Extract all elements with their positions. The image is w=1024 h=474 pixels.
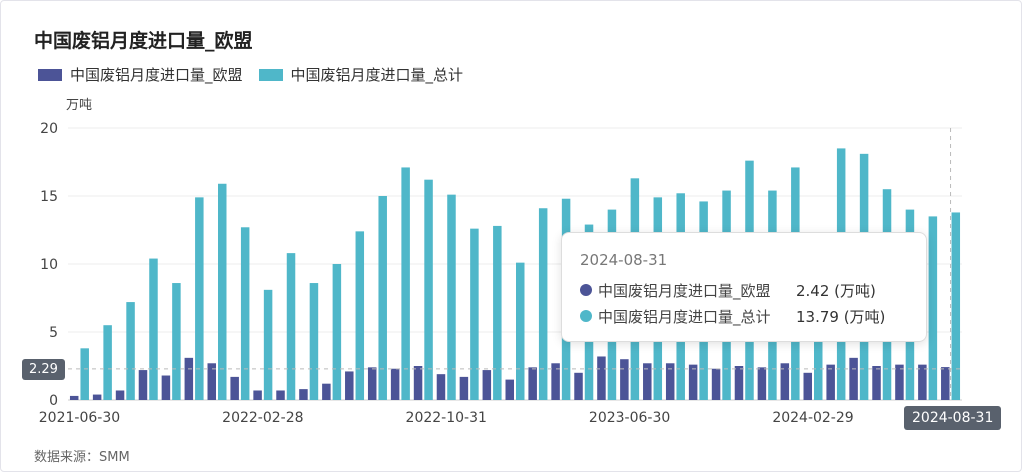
bar-total	[928, 216, 938, 400]
bar-eu	[597, 356, 606, 400]
bar-eu	[643, 363, 652, 400]
bar-total	[951, 212, 961, 400]
y-tick-label: 0	[49, 393, 58, 409]
bar-eu	[941, 367, 950, 400]
tooltip-dot-eu	[580, 284, 592, 296]
legend-label-total: 中国废铝月度进口量_总计	[290, 66, 464, 84]
tooltip-row-total: 中国废铝月度进口量_总计 13.79 (万吨)	[580, 303, 908, 329]
bar-total	[218, 183, 227, 400]
bar-eu	[322, 383, 331, 400]
bar-eu	[299, 389, 308, 400]
x-tick-label: 2024-02-29	[772, 410, 853, 426]
bar-eu	[345, 371, 354, 400]
x-tick-label: 2023-06-30	[589, 410, 670, 426]
tooltip-dot-total	[580, 310, 592, 322]
legend-swatch-eu	[38, 68, 62, 81]
bar-total	[172, 283, 181, 400]
tooltip-name-total: 中国废铝月度进口量_总计	[598, 307, 771, 326]
bar-eu	[413, 366, 423, 400]
bar-eu	[184, 357, 194, 400]
bar-total	[470, 228, 479, 400]
y-tick-label: 10	[40, 257, 58, 273]
bar-eu	[711, 368, 721, 400]
bar-eu	[367, 367, 377, 400]
bar-eu	[826, 364, 835, 400]
x-tick-label: 2022-02-28	[222, 410, 303, 426]
tooltip-value-eu: 2.42 (万吨)	[796, 281, 876, 300]
x-tick-label: 2022-10-31	[406, 410, 487, 426]
legend-item-total[interactable]: 中国废铝月度进口量_总计	[258, 64, 464, 85]
legend: 中国废铝月度进口量_欧盟 中国废铝月度进口量_总计	[38, 64, 463, 85]
x-tick-label: 2021-06-30	[39, 410, 120, 426]
bar-total	[424, 179, 433, 400]
bar-eu	[688, 364, 698, 400]
bar-total	[401, 167, 410, 400]
bar-total	[355, 231, 365, 400]
tooltip-date: 2024-08-31	[580, 251, 668, 269]
bar-total	[538, 208, 548, 400]
y-tick-label: 20	[40, 121, 58, 137]
crosshair-y-badge: 2.29	[22, 359, 65, 380]
bar-total	[195, 197, 204, 400]
bar-eu	[780, 363, 790, 400]
bar-eu	[482, 370, 492, 400]
legend-label-eu: 中国废铝月度进口量_欧盟	[70, 66, 243, 84]
y-axis-unit: 万吨	[66, 98, 93, 113]
bar-eu	[803, 372, 812, 400]
bar-eu	[665, 363, 675, 400]
bar-eu	[276, 390, 285, 400]
bar-total	[80, 348, 89, 400]
bar-total	[286, 253, 296, 400]
legend-item-eu[interactable]: 中国废铝月度进口量_欧盟	[38, 64, 243, 85]
bar-eu	[390, 368, 400, 400]
bar-eu	[574, 372, 583, 400]
bar-eu	[505, 379, 514, 400]
bar-eu	[895, 364, 904, 400]
bar-total	[332, 264, 342, 400]
bar-total	[126, 302, 135, 400]
tooltip-name-eu: 中国废铝月度进口量_欧盟	[598, 281, 771, 300]
bar-eu	[138, 370, 148, 400]
bar-eu	[849, 357, 858, 400]
bar-total	[263, 289, 273, 400]
bar-total	[240, 227, 250, 400]
bar-total	[516, 262, 525, 400]
y-tick-label: 15	[40, 189, 58, 205]
bar-eu	[253, 390, 262, 400]
y-tick-label: 5	[49, 325, 58, 341]
bar-total	[493, 225, 502, 400]
bar-eu	[161, 375, 171, 400]
bar-eu	[918, 364, 927, 400]
bar-eu	[92, 394, 102, 400]
bar-total	[103, 325, 112, 400]
bar-eu	[459, 376, 469, 400]
bar-eu	[620, 359, 629, 400]
bar-eu	[207, 363, 216, 400]
bar-eu	[872, 366, 881, 400]
bar-eu	[436, 374, 446, 400]
tooltip: 2024-08-31 中国废铝月度进口量_欧盟 2.42 (万吨) 中国废铝月度…	[561, 232, 927, 342]
bar-total	[378, 196, 387, 400]
bar-eu	[230, 376, 239, 400]
bar-total	[149, 258, 158, 400]
bar-eu	[69, 395, 79, 400]
bar-eu	[734, 366, 744, 400]
data-source-note: 数据来源：SMM	[34, 450, 130, 465]
tooltip-row-eu: 中国废铝月度进口量_欧盟 2.42 (万吨)	[580, 277, 908, 303]
bar-eu	[551, 363, 560, 400]
crosshair-x-badge: 2024-08-31	[904, 406, 1002, 430]
bar-eu	[528, 367, 537, 400]
chart-title: 中国废铝月度进口量_欧盟	[34, 30, 253, 52]
bar-total	[309, 283, 319, 400]
bar-eu	[115, 390, 125, 400]
bar-eu	[757, 367, 767, 400]
legend-swatch-total	[258, 68, 283, 81]
tooltip-value-total: 13.79 (万吨)	[796, 307, 886, 326]
bar-total	[447, 194, 456, 400]
